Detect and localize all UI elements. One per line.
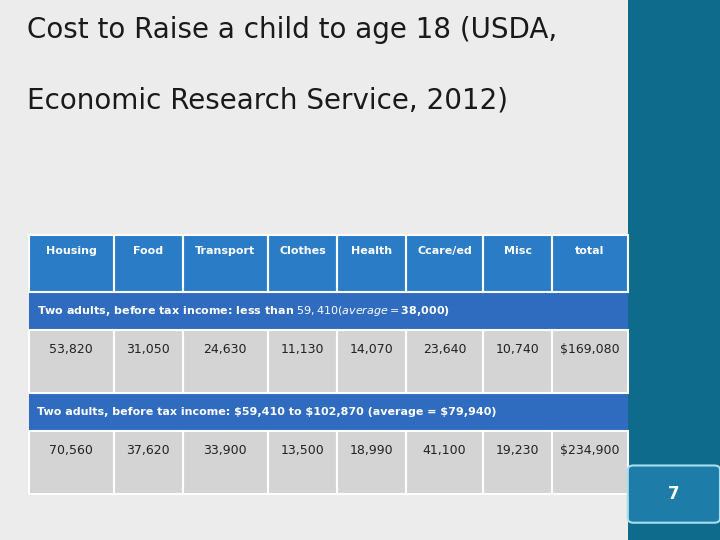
Text: 24,630: 24,630 <box>204 342 247 356</box>
Text: 10,740: 10,740 <box>496 342 539 356</box>
Text: 19,230: 19,230 <box>496 443 539 457</box>
Bar <box>29 431 114 494</box>
Bar <box>552 431 628 494</box>
Text: Housing: Housing <box>46 246 96 256</box>
Bar <box>29 431 628 494</box>
Text: Transport: Transport <box>195 246 256 256</box>
Text: Cost to Raise a child to age 18 (USDA,: Cost to Raise a child to age 18 (USDA, <box>27 16 557 44</box>
Text: Economic Research Service, 2012): Economic Research Service, 2012) <box>27 86 508 114</box>
Text: 14,070: 14,070 <box>350 342 393 356</box>
Text: 13,500: 13,500 <box>281 443 324 457</box>
Text: 18,990: 18,990 <box>350 443 393 457</box>
Text: 7: 7 <box>668 485 680 503</box>
Bar <box>29 235 114 292</box>
Bar <box>628 0 720 540</box>
Text: 41,100: 41,100 <box>423 443 467 457</box>
Bar <box>483 330 552 393</box>
Bar <box>406 235 483 292</box>
Bar <box>483 235 552 292</box>
Text: Health: Health <box>351 246 392 256</box>
Text: Two adults, before tax income: less than $59,410 (average = $38,000): Two adults, before tax income: less than… <box>37 304 450 318</box>
Bar <box>183 330 268 393</box>
Text: 37,620: 37,620 <box>127 443 170 457</box>
Text: Misc: Misc <box>504 246 531 256</box>
FancyBboxPatch shape <box>628 465 720 523</box>
Text: $234,900: $234,900 <box>560 443 620 457</box>
Text: Food: Food <box>133 246 163 256</box>
Text: 33,900: 33,900 <box>204 443 247 457</box>
Bar <box>29 235 628 292</box>
Bar <box>183 431 268 494</box>
Text: $169,080: $169,080 <box>560 342 620 356</box>
Text: 23,640: 23,640 <box>423 342 467 356</box>
Bar <box>29 292 628 330</box>
Text: total: total <box>575 246 605 256</box>
Bar <box>268 330 337 393</box>
Bar <box>29 330 628 393</box>
Bar <box>268 431 337 494</box>
Bar <box>552 330 628 393</box>
Bar <box>406 330 483 393</box>
Bar <box>29 393 628 431</box>
Bar <box>406 431 483 494</box>
Bar <box>337 431 406 494</box>
Text: Ccare/ed: Ccare/ed <box>417 246 472 256</box>
Bar <box>114 330 183 393</box>
Text: 53,820: 53,820 <box>50 342 93 356</box>
Bar <box>183 235 268 292</box>
Text: Two adults, before tax income: $59,410 to $102,870 (average = $79,940): Two adults, before tax income: $59,410 t… <box>37 407 497 417</box>
Bar <box>552 235 628 292</box>
Bar <box>337 330 406 393</box>
Text: 31,050: 31,050 <box>127 342 170 356</box>
Text: 70,560: 70,560 <box>50 443 93 457</box>
Bar <box>268 235 337 292</box>
Text: Clothes: Clothes <box>279 246 325 256</box>
Bar <box>337 235 406 292</box>
Bar <box>114 431 183 494</box>
Bar <box>29 330 114 393</box>
Bar <box>483 431 552 494</box>
Bar <box>114 235 183 292</box>
Text: 11,130: 11,130 <box>281 342 324 356</box>
